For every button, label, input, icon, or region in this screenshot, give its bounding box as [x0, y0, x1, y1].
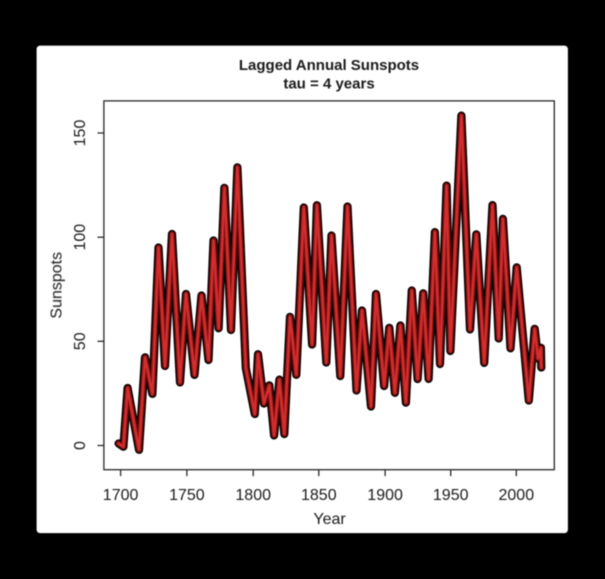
svg-text:tau = 4 years: tau = 4 years [283, 76, 374, 93]
svg-text:50: 50 [72, 332, 89, 350]
svg-text:1950: 1950 [433, 487, 469, 504]
svg-text:Lagged Annual Sunspots: Lagged Annual Sunspots [239, 57, 419, 74]
svg-text:1800: 1800 [235, 487, 271, 504]
svg-text:150: 150 [72, 120, 89, 147]
svg-text:1900: 1900 [367, 487, 403, 504]
svg-text:1750: 1750 [169, 487, 205, 504]
svg-text:Year: Year [313, 511, 346, 528]
svg-text:0: 0 [72, 441, 89, 450]
svg-text:2000: 2000 [499, 487, 535, 504]
svg-text:Sunspots: Sunspots [49, 252, 66, 319]
svg-text:1850: 1850 [301, 487, 337, 504]
svg-text:100: 100 [72, 224, 89, 251]
svg-text:1700: 1700 [103, 487, 139, 504]
